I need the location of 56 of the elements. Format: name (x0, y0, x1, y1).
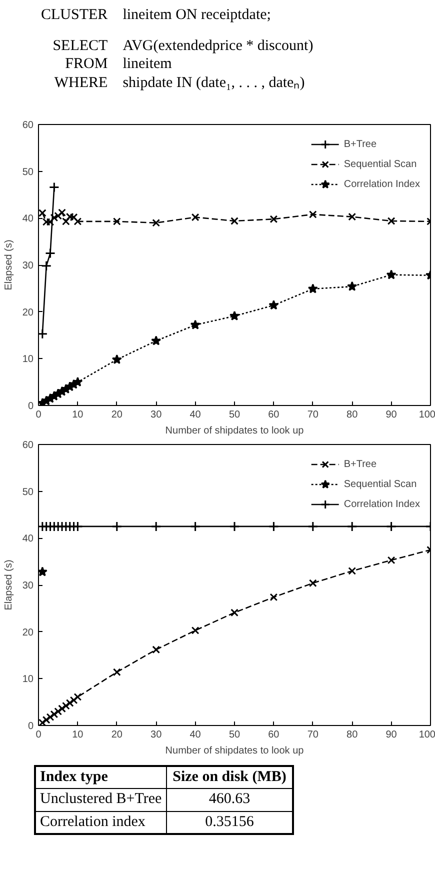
x-tick-label: 70 (307, 410, 319, 420)
x-tick-label: 20 (111, 730, 123, 740)
y-tick-label: 40 (22, 214, 34, 225)
x-tick-label: 60 (268, 730, 280, 740)
y-tick-label: 10 (22, 354, 34, 366)
legend-label: Correlation Index (344, 498, 420, 510)
x-tick-label: 80 (346, 410, 358, 420)
text: FROM lineitem (64, 55, 173, 74)
y-tick-label: 0 (28, 401, 34, 412)
text: SELECT AVG(extendedprice * discount) (52, 36, 314, 55)
x-tick-label: 0 (36, 730, 42, 740)
x-tick-label: 30 (150, 730, 162, 740)
legend-label: Sequential Scan (344, 478, 417, 490)
x-tick-label: 60 (268, 410, 280, 420)
y-tick-label: 50 (22, 166, 34, 178)
y-tick-label: 30 (22, 260, 34, 272)
text: Correlation index (35, 811, 166, 834)
x-tick-label: 70 (307, 730, 319, 740)
x-tick-label: 50 (228, 730, 240, 740)
x-tick-label: 100 (418, 730, 435, 740)
x-tick-label: 80 (346, 730, 358, 740)
y-tick-label: 30 (22, 580, 34, 592)
y-tick-label: 0 (28, 721, 34, 732)
x-tick-label: 90 (386, 730, 398, 740)
text: Index type (35, 766, 166, 789)
x-tick-label: 50 (228, 410, 240, 420)
x-tick-label: 20 (111, 410, 123, 420)
text: CLUSTER lineitem ON receiptdate; (40, 6, 272, 24)
x-axis-title: Number of shipdates to look up (165, 746, 304, 756)
y-tick-label: 50 (22, 486, 34, 498)
y-tick-label: 20 (22, 627, 34, 638)
y-axis-title: Elapsed (s) (3, 240, 14, 290)
y-tick-label: 40 (22, 534, 34, 545)
legend-label: Correlation Index (344, 178, 420, 190)
x-tick-label: 40 (190, 730, 202, 740)
legend-label: B+Tree (344, 138, 377, 150)
x-tick-label: 10 (72, 410, 84, 420)
y-tick-label: 60 (22, 120, 34, 131)
y-tick-label: 20 (22, 307, 34, 318)
x-axis-title: Number of shipdates to look up (165, 426, 304, 436)
text: Size on disk (MB) (166, 766, 294, 789)
y-axis-title: Elapsed (s) (3, 560, 14, 610)
x-tick-label: 30 (150, 410, 162, 420)
text: 0.35156 (166, 811, 294, 834)
legend-label: B+Tree (344, 458, 377, 470)
x-tick-label: 10 (72, 730, 84, 740)
text: 460.63 (166, 788, 294, 812)
x-tick-label: 90 (386, 410, 398, 420)
text: WHERE shipdate IN (date₁, . . . , dateₙ) (53, 74, 306, 92)
legend-label: Sequential Scan (344, 158, 417, 170)
x-tick-label: 100 (418, 410, 435, 420)
x-tick-label: 0 (36, 410, 42, 420)
x-tick-label: 40 (190, 410, 202, 420)
y-tick-label: 10 (22, 674, 34, 686)
y-tick-label: 60 (22, 440, 34, 451)
text: Unclustered B+Tree (35, 788, 166, 812)
